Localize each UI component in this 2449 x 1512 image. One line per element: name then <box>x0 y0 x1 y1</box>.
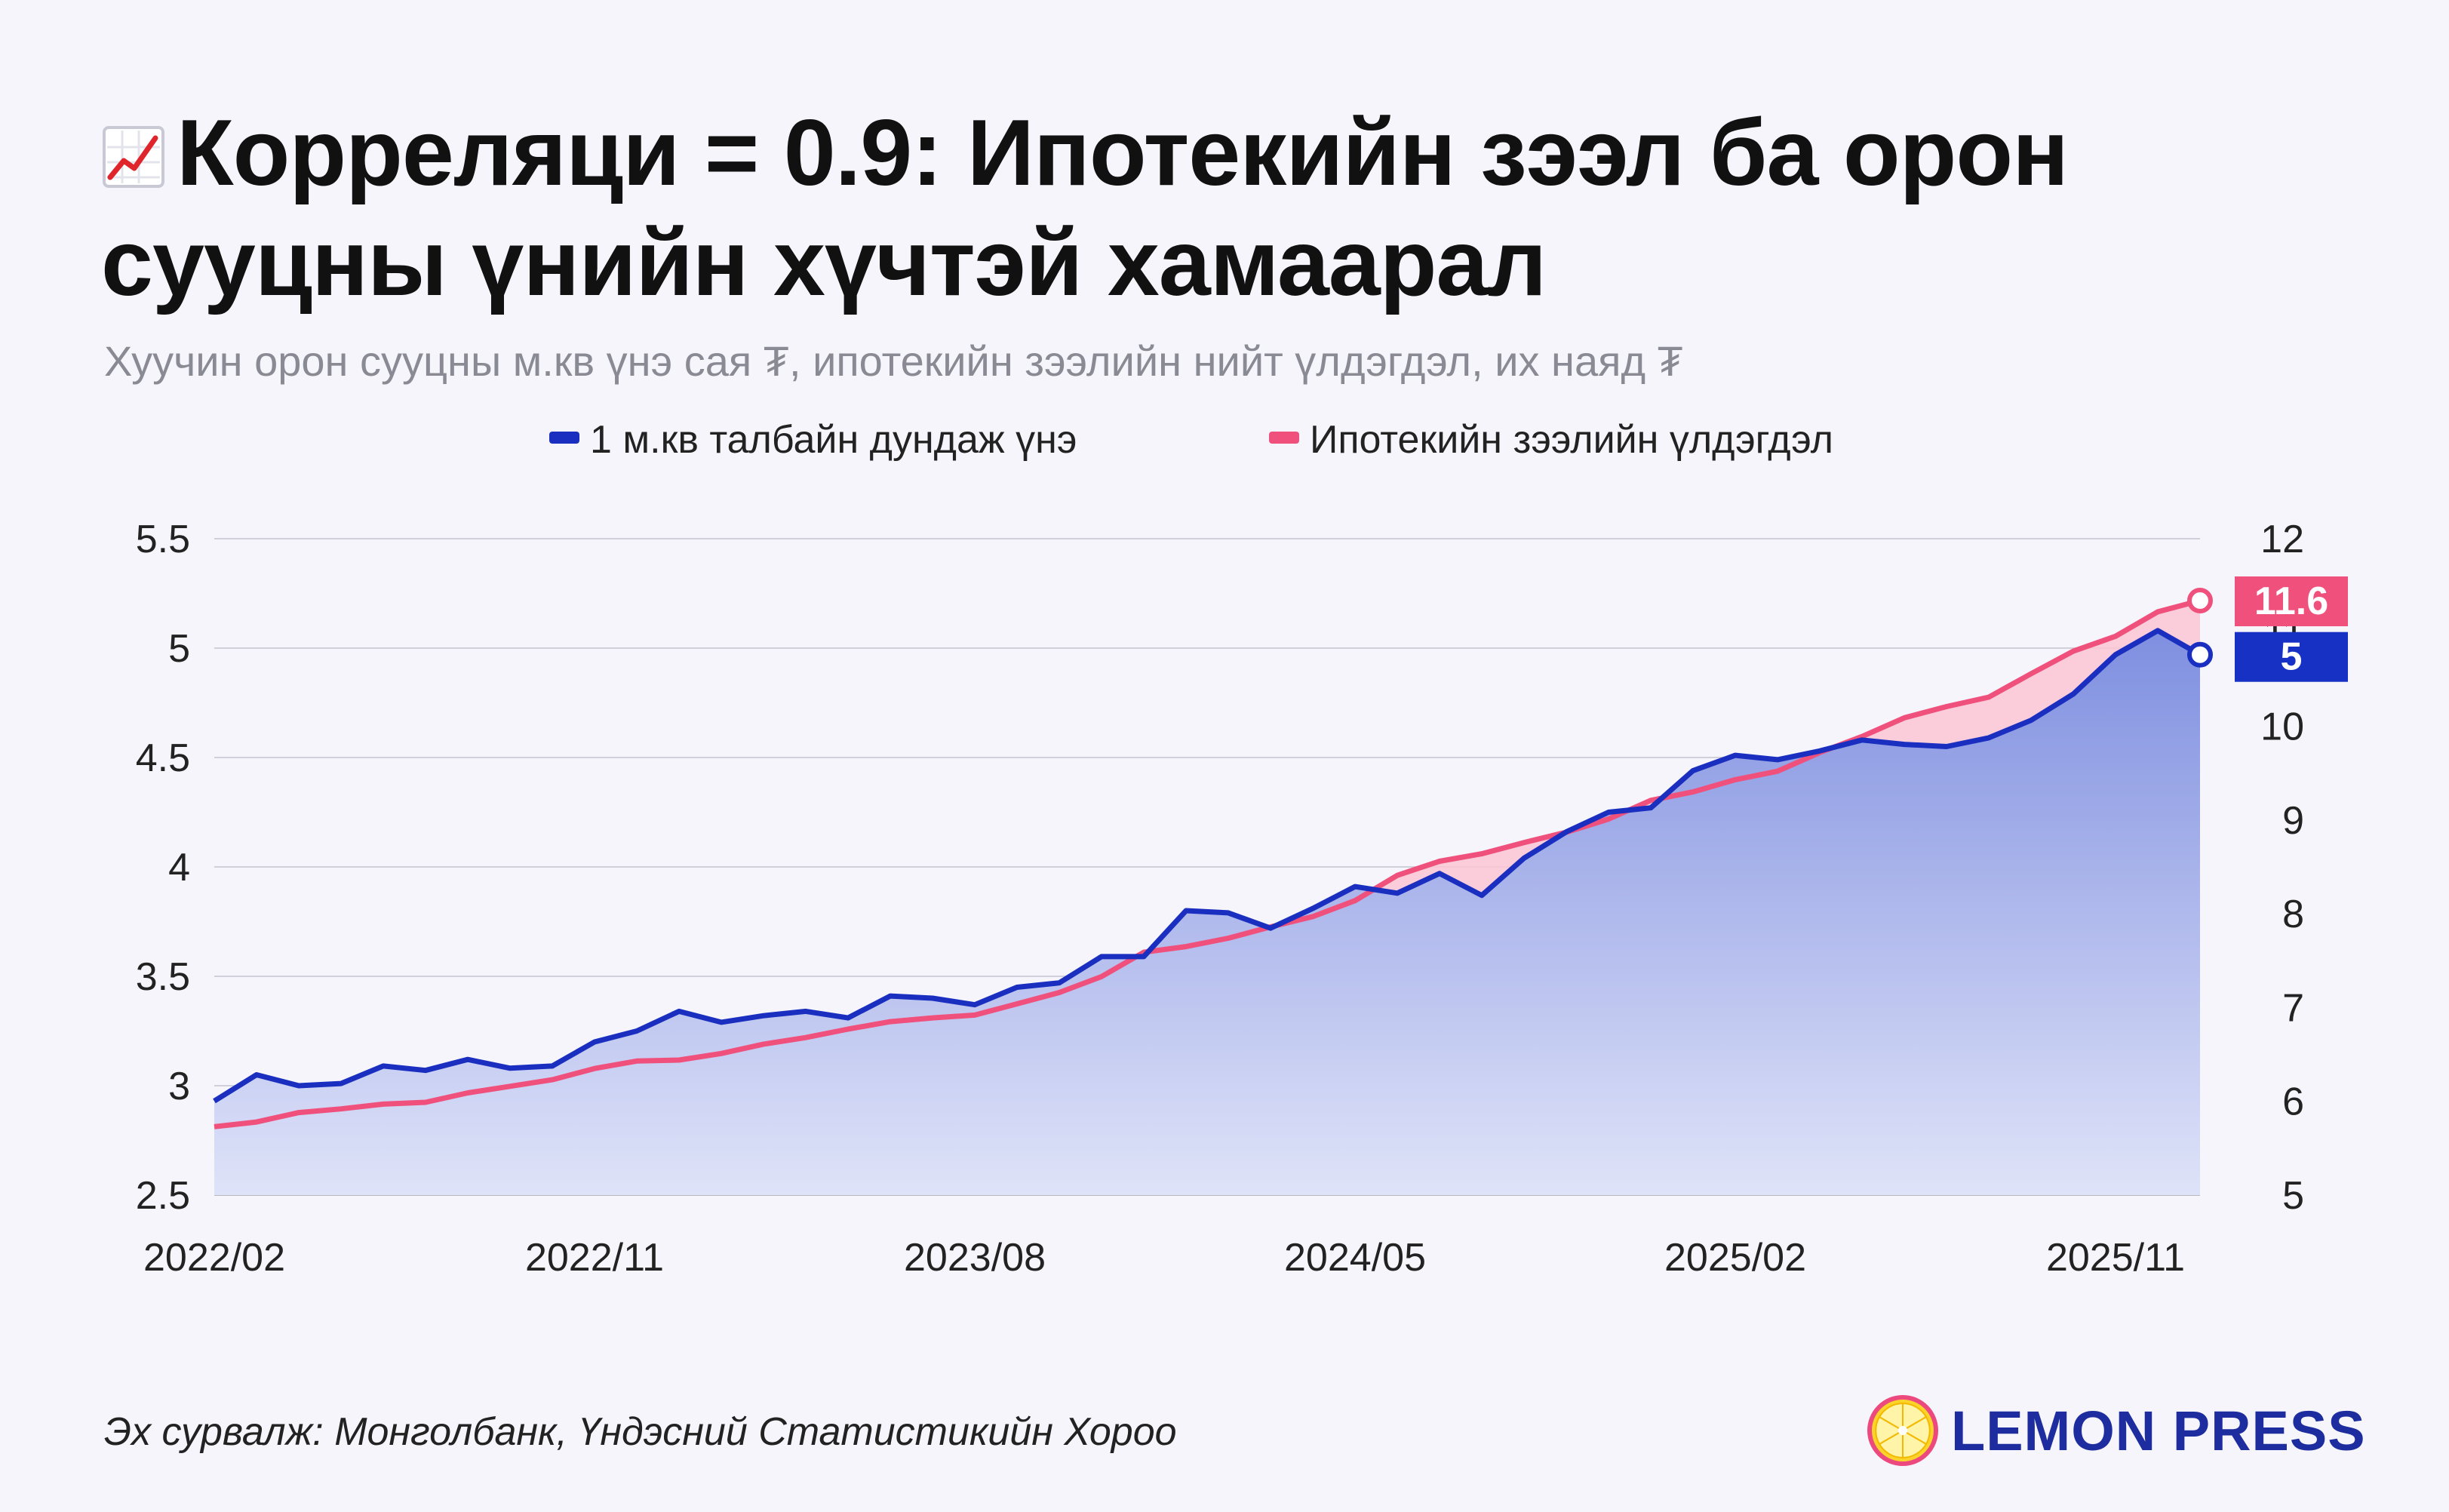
right-tick-label: 8 <box>2282 893 2304 936</box>
right-tick-label: 6 <box>2282 1080 2304 1124</box>
left-axis: 2.5 3 3.5 4 4.5 5 5.5 <box>136 518 190 1218</box>
chart-legend: 1 м.кв талбайн дундаж үнэ Ипотекийн зээли… <box>549 418 1833 462</box>
price-end-label: 5 <box>2281 635 2303 679</box>
legend-label-mortgage: Ипотекийн зээлийн үлдэгдэл <box>1310 418 1833 462</box>
right-tick-label: 12 <box>2260 518 2304 561</box>
left-tick-label: 5.5 <box>136 518 190 561</box>
x-tick-label: 2025/02 <box>1664 1236 1806 1280</box>
x-tick-label: 2022/02 <box>143 1236 285 1280</box>
right-tick-label: 5 <box>2282 1174 2304 1218</box>
right-tick-label: 10 <box>2260 705 2304 749</box>
x-tick-label: 2025/11 <box>2046 1236 2185 1280</box>
page-title: Корреляци = 0.9: Ипотекийн зээл ба орон … <box>101 98 2364 318</box>
left-tick-label: 3 <box>168 1065 190 1108</box>
price-end-point <box>2187 641 2213 668</box>
left-tick-label: 5 <box>168 627 190 671</box>
legend-swatch-price <box>549 432 579 444</box>
x-tick-label: 2022/11 <box>525 1236 664 1280</box>
x-tick-label: 2023/08 <box>904 1236 1046 1280</box>
price-end-label-bg <box>2235 632 2348 682</box>
chart: 2.533.544.555.5 56789101112 2022/022022/… <box>136 418 2348 1280</box>
chart-increasing-icon <box>101 103 166 188</box>
legend-swatch-mortgage <box>1269 432 1299 444</box>
left-tick-label: 4 <box>168 846 190 890</box>
price-line <box>213 628 2202 1104</box>
x-tick-label: 2024/05 <box>1284 1236 1426 1280</box>
right-tick-label: 7 <box>2282 986 2304 1030</box>
legend-label-price: 1 м.кв талбайн дундаж үнэ <box>590 418 1077 462</box>
page-title-text: Корреляци = 0.9: Ипотекийн зээл ба орон … <box>101 101 2069 315</box>
mortgage-line <box>214 598 2201 1129</box>
left-tick-label: 3.5 <box>136 955 190 999</box>
lemon-icon <box>1867 1395 1938 1466</box>
logo-text: LEMON PRESS <box>1951 1399 2366 1462</box>
mortgage-end-label: 11.6 <box>2254 579 2328 623</box>
mortgage-end-point <box>2187 588 2213 614</box>
left-tick-label: 2.5 <box>136 1174 190 1218</box>
mortgage-end-label-bg <box>2235 576 2348 627</box>
right-tick-label: 9 <box>2282 799 2304 843</box>
chart-subtitle: Хуучин орон сууцны м.кв үнэ сая ₮, ипоте… <box>104 337 1683 385</box>
x-axis: 2022/02 2022/11 2023/08 2024/05 2025/02 2025/… <box>143 1236 2185 1280</box>
left-tick-label: 4.5 <box>136 736 190 780</box>
source-note: Эх сурвалж: Монголбанк, Үндэсний Статист… <box>104 1410 1177 1454</box>
lemon-press-logo[interactable]: LEMON PRESS <box>1867 1391 2366 1470</box>
